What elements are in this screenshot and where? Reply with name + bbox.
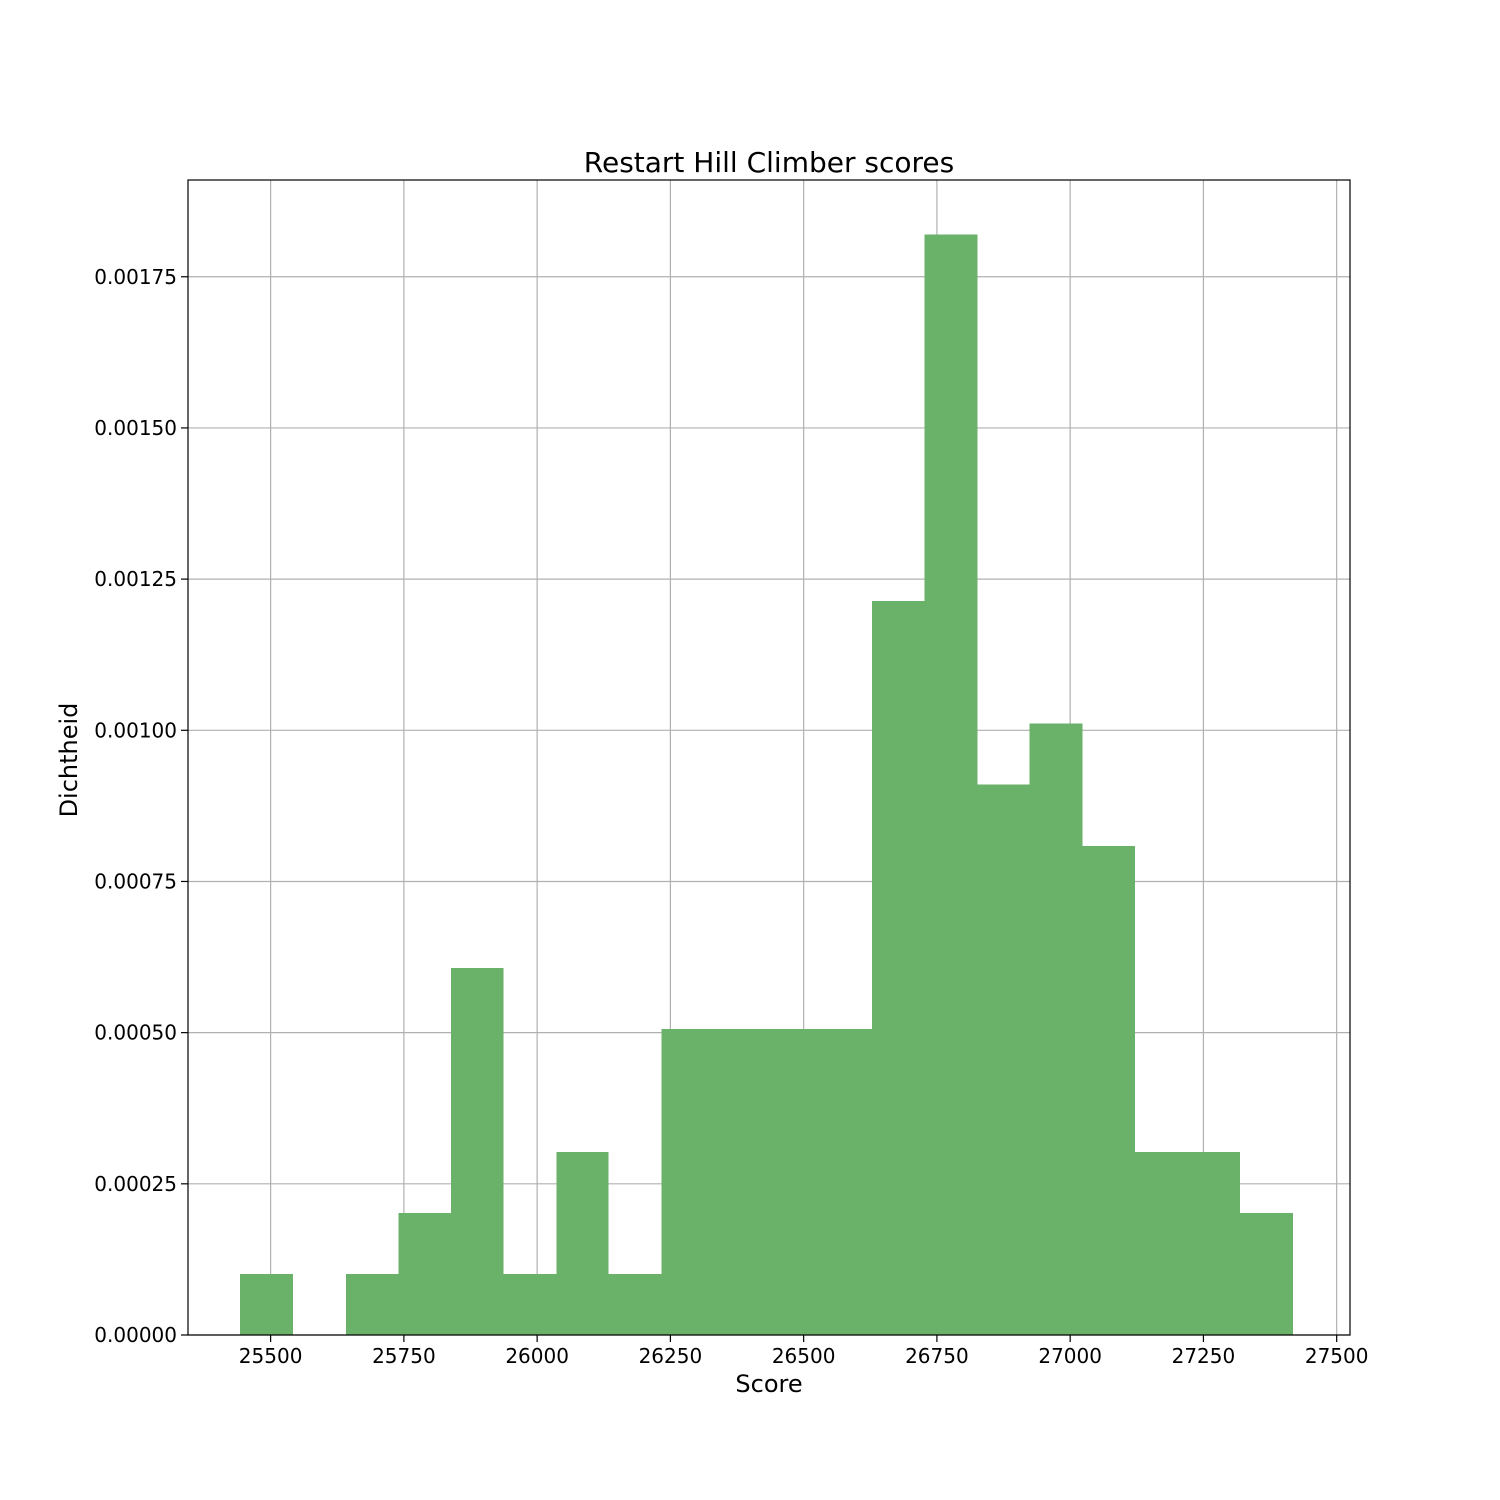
histogram-bar — [924, 234, 978, 1336]
x-tick-label: 26250 — [639, 1344, 703, 1368]
x-tick-label: 27500 — [1305, 1344, 1369, 1368]
y-tick-label: 0.00000 — [94, 1323, 177, 1347]
histogram-bar — [766, 1029, 820, 1335]
histogram-bar — [1082, 845, 1136, 1335]
chart-title: Restart Hill Climber scores — [584, 146, 954, 179]
x-tick-label: 25750 — [372, 1344, 436, 1368]
histogram-bar — [240, 1273, 294, 1335]
x-tick-label: 26750 — [905, 1344, 969, 1368]
x-tick-label: 27250 — [1172, 1344, 1236, 1368]
y-tick-label: 0.00075 — [94, 869, 177, 893]
histogram-bar — [1187, 1151, 1241, 1335]
y-tick-label: 0.00150 — [94, 416, 177, 440]
y-tick-label: 0.00125 — [94, 567, 177, 591]
histogram-bar — [450, 967, 504, 1335]
histogram-bar — [1240, 1212, 1293, 1335]
y-tick-label: 0.00025 — [94, 1172, 177, 1196]
x-tick-label: 25500 — [239, 1344, 303, 1368]
y-tick-label: 0.00050 — [94, 1021, 177, 1045]
y-tick-label: 0.00100 — [94, 718, 177, 742]
y-axis-label: Dichtheid — [55, 703, 83, 818]
x-tick-label: 26500 — [772, 1344, 836, 1368]
axis-ticks: 25500 25750 26000 26250 26500 26750 27000 27250… — [94, 265, 1368, 1368]
histogram-bar — [1135, 1151, 1188, 1335]
plot-frame — [187, 179, 1351, 1336]
y-tick-label: 0.00175 — [94, 265, 177, 289]
x-tick-label: 27000 — [1038, 1344, 1102, 1368]
histogram-bar — [871, 600, 925, 1335]
histogram-bar — [714, 1029, 767, 1335]
histogram-bar — [661, 1029, 715, 1335]
histogram-bar — [503, 1273, 557, 1335]
histogram-bar — [819, 1029, 872, 1335]
x-tick-label: 26000 — [505, 1344, 569, 1368]
histogram-bar — [977, 784, 1030, 1335]
histogram-bars — [240, 234, 1293, 1336]
histogram-bar — [398, 1212, 451, 1335]
histogram-bar — [556, 1151, 609, 1335]
x-axis-label: Score — [735, 1370, 802, 1398]
histogram-bar — [345, 1273, 399, 1335]
histogram-bar — [1029, 723, 1083, 1335]
histogram-bar — [608, 1273, 662, 1335]
